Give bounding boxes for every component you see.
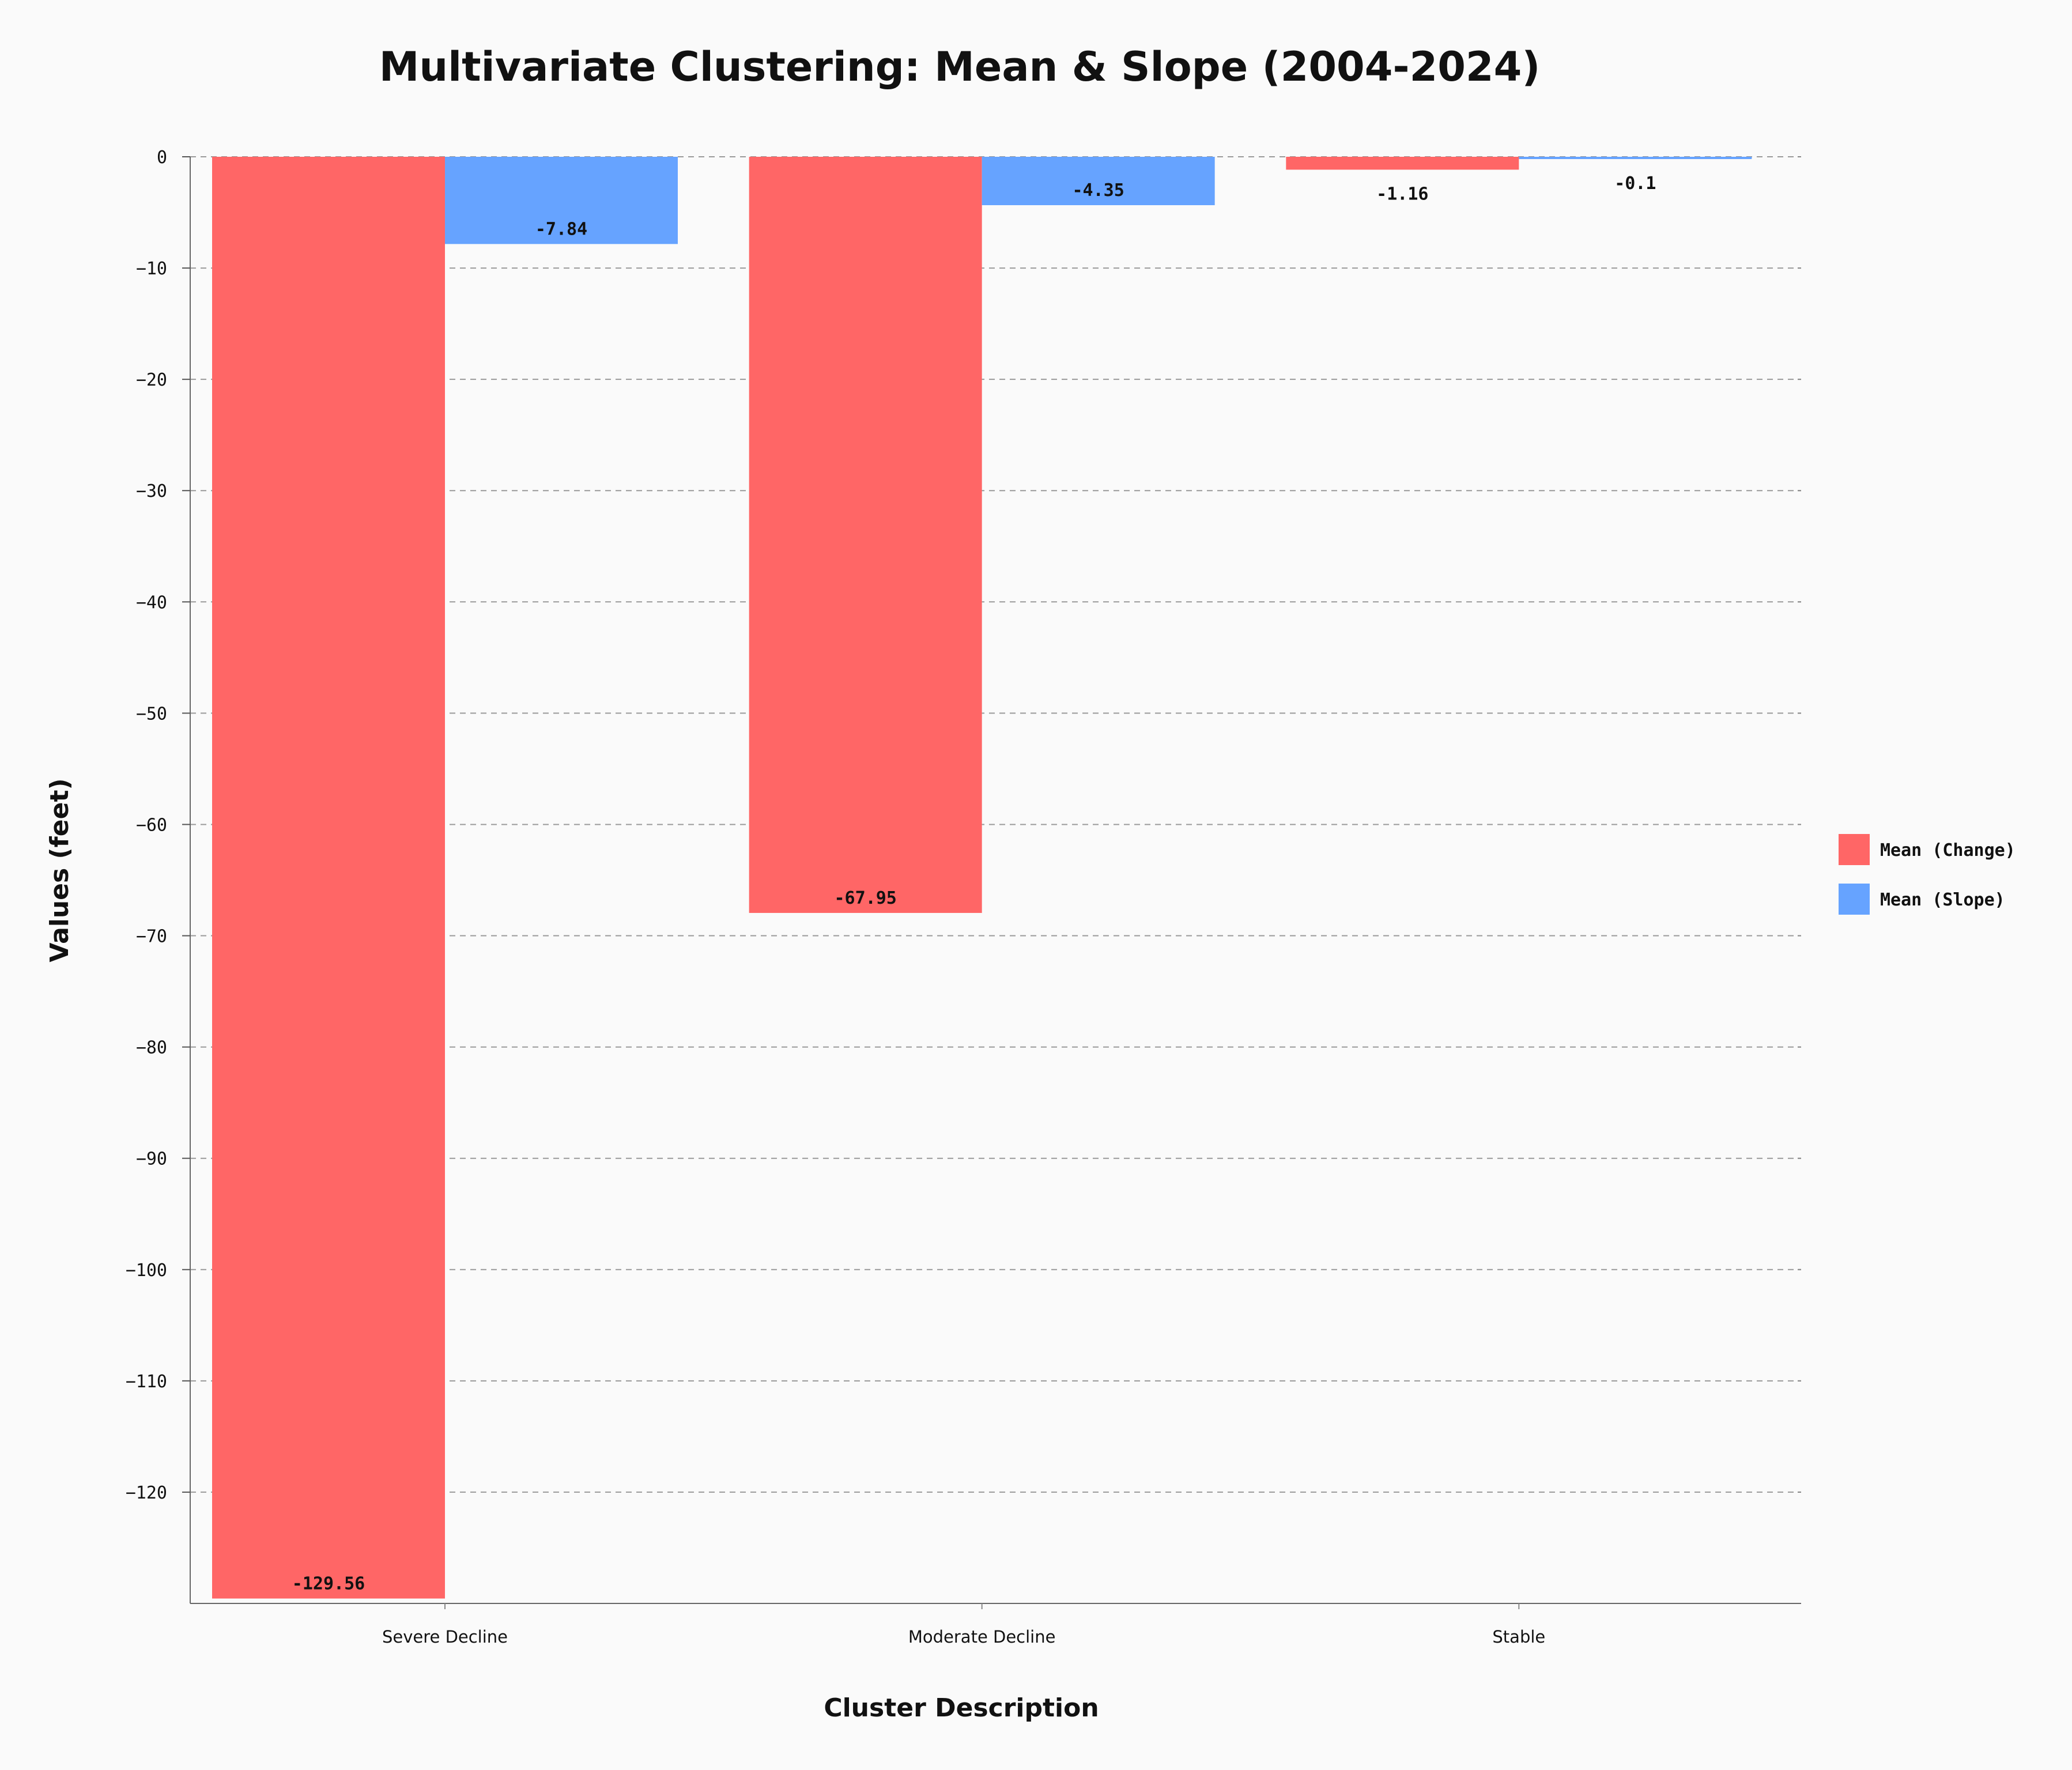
y-tick-label: −110 (126, 1372, 167, 1392)
y-tick-label: 0 (157, 148, 167, 168)
bar-mean-change (1286, 157, 1519, 170)
bar-mean-change (749, 157, 982, 913)
bar-value-label: -7.84 (535, 219, 587, 239)
y-tick-label: −40 (136, 592, 167, 613)
y-tick-label: −30 (136, 481, 167, 501)
x-tick-label: Stable (1492, 1627, 1545, 1647)
x-ticks: Severe Decline Moderate Decline Stable (382, 1603, 1545, 1647)
bar-mean-slope (1519, 157, 1752, 159)
legend-label: Mean (Change) (1880, 840, 2016, 861)
bar-mean-slope (445, 157, 678, 244)
x-tick-label: Severe Decline (382, 1627, 508, 1647)
x-axis-title: Cluster Description (824, 1693, 1099, 1723)
y-tick-label: −60 (136, 815, 167, 835)
bar-value-label: -0.1 (1614, 173, 1656, 194)
legend-label: Mean (Slope) (1880, 890, 2005, 910)
y-tick-label: −10 (136, 259, 167, 279)
y-tick-label: −20 (136, 370, 167, 390)
legend: Mean (Change) Mean (Slope) (1839, 834, 2016, 915)
y-tick-label: −90 (136, 1149, 167, 1169)
bar-value-label: -1.16 (1376, 184, 1428, 204)
bar-labels: -129.56 -7.84 -67.95 -4.35 -1.16 -0.1 (292, 173, 1656, 1594)
bars (212, 157, 1752, 1599)
legend-swatch (1839, 834, 1870, 865)
bar-value-label: -67.95 (834, 888, 896, 908)
y-tick-label: −70 (136, 927, 167, 947)
bar-value-label: -129.56 (292, 1574, 365, 1594)
y-tick-label: −100 (126, 1260, 167, 1281)
bar-value-label: -4.35 (1073, 180, 1124, 201)
legend-swatch (1839, 884, 1870, 915)
y-tick-label: −80 (136, 1038, 167, 1058)
y-tick-label: −120 (126, 1483, 167, 1503)
bar-mean-slope (982, 157, 1215, 205)
y-ticks: 0 −10 −20 −30 −40 −50 −60 −70 −80 −90 −100 −110 −120 (126, 148, 1801, 1503)
chart-title: Multivariate Clustering: Mean & Slope (2… (379, 43, 1541, 90)
bar-mean-change (212, 157, 445, 1599)
y-axis-title: Values (feet) (45, 778, 74, 962)
x-tick-label: Moderate Decline (908, 1627, 1056, 1647)
y-tick-label: −50 (136, 704, 167, 724)
